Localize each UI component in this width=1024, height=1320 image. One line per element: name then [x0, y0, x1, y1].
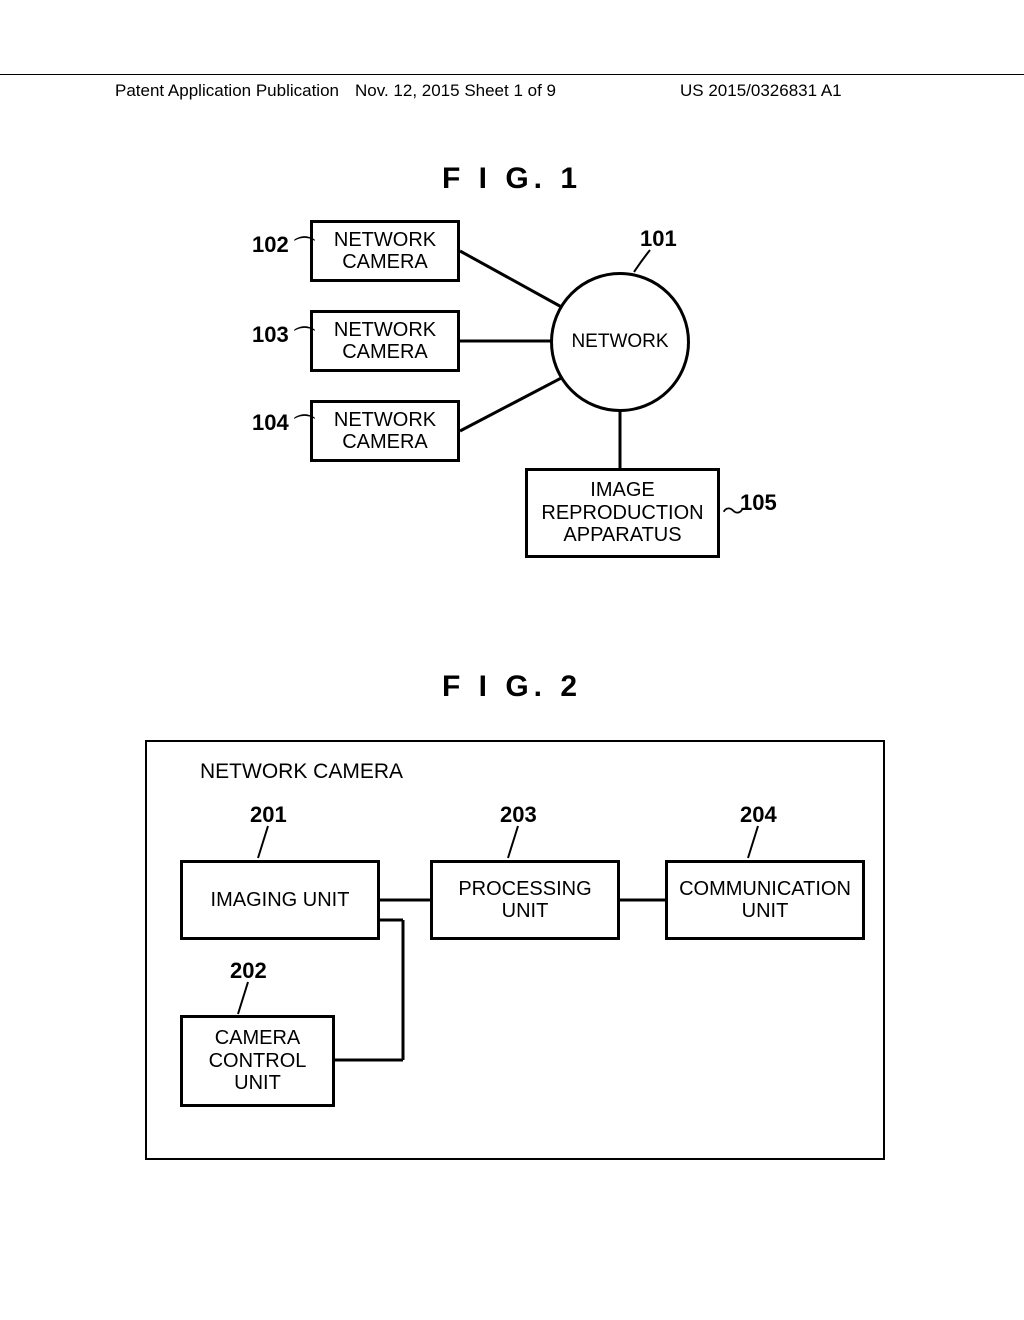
ref-203: 203 — [500, 802, 537, 828]
ref-202: 202 — [230, 958, 267, 984]
fig2-title: F I G. 2 — [0, 670, 1024, 704]
imaging-unit-box: IMAGING UNIT — [180, 860, 380, 940]
fig1-diagram: NETWORK CAMERA NETWORK CAMERA NETWORK CA… — [220, 210, 780, 630]
tilde-102: ⏜ — [294, 236, 315, 262]
cam2-label: NETWORK CAMERA — [334, 319, 436, 364]
header-right: US 2015/0326831 A1 — [680, 81, 842, 101]
tilde-104: ⏜ — [294, 414, 315, 440]
network-label: NETWORK — [571, 331, 668, 353]
processing-label: PROCESSING UNIT — [458, 878, 591, 923]
ref-101: 101 — [640, 226, 677, 252]
comm-label: COMMUNICATION UNIT — [679, 878, 851, 923]
header-left: Patent Application Publication — [115, 81, 339, 101]
imaging-label: IMAGING UNIT — [211, 889, 350, 911]
ref-204: 204 — [740, 802, 777, 828]
page-header: Patent Application Publication Nov. 12, … — [0, 74, 1024, 81]
tilde-105: 〜 — [722, 494, 744, 526]
ref-104: 104 — [252, 410, 289, 436]
cam1-label: NETWORK CAMERA — [334, 229, 436, 274]
ref-201: 201 — [250, 802, 287, 828]
fig2-diagram: NETWORK CAMERA IMAGING UNIT PROCESSING U… — [145, 740, 885, 1160]
ref-105: 105 — [740, 490, 777, 516]
tilde-103: ⏜ — [294, 326, 315, 352]
ref-102: 102 — [252, 232, 289, 258]
cam3-label: NETWORK CAMERA — [334, 409, 436, 454]
network-camera-box-2: NETWORK CAMERA — [310, 310, 460, 372]
header-mid: Nov. 12, 2015 Sheet 1 of 9 — [355, 81, 556, 101]
processing-unit-box: PROCESSING UNIT — [430, 860, 620, 940]
image-reproduction-box: IMAGE REPRODUCTION APPARATUS — [525, 468, 720, 558]
ref-103: 103 — [252, 322, 289, 348]
fig1-title: F I G. 1 — [0, 162, 1024, 196]
network-camera-box-3: NETWORK CAMERA — [310, 400, 460, 462]
network-node: NETWORK — [550, 272, 690, 412]
communication-unit-box: COMMUNICATION UNIT — [665, 860, 865, 940]
network-camera-box-1: NETWORK CAMERA — [310, 220, 460, 282]
repro-label: IMAGE REPRODUCTION APPARATUS — [541, 479, 703, 546]
camera-control-unit-box: CAMERA CONTROL UNIT — [180, 1015, 335, 1107]
camctrl-label: CAMERA CONTROL UNIT — [209, 1027, 307, 1094]
